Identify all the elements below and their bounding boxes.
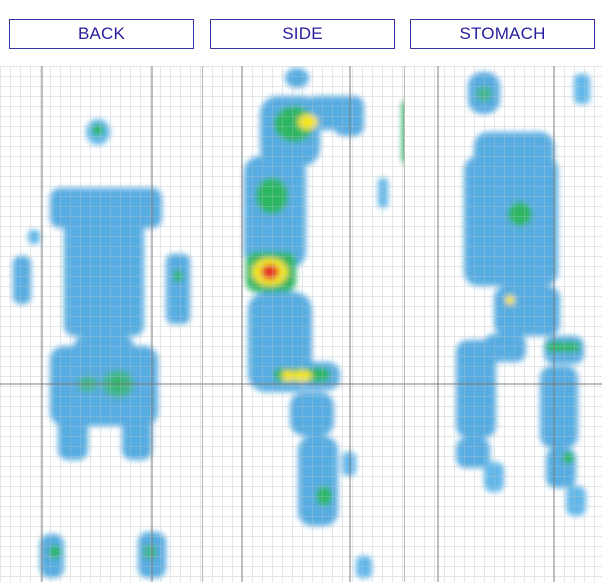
view-tab-bar: BACK SIDE STOMACH xyxy=(0,0,602,66)
pressure-map-stomach-canvas xyxy=(404,66,602,582)
pressure-map-stomach xyxy=(404,66,602,582)
tab-back[interactable]: BACK xyxy=(9,19,194,49)
panel-divider xyxy=(202,66,203,582)
pressure-map-back-canvas xyxy=(0,66,202,582)
panel-divider xyxy=(404,66,405,582)
pressure-map-side-canvas xyxy=(202,66,404,582)
pressure-map-side xyxy=(202,66,404,582)
pressure-map-back xyxy=(0,66,202,582)
tab-side[interactable]: SIDE xyxy=(210,19,395,49)
tab-stomach[interactable]: STOMACH xyxy=(410,19,595,49)
